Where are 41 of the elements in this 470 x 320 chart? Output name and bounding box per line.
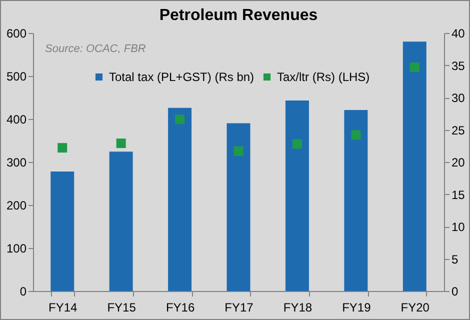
point — [410, 62, 420, 72]
y2-tick-label: 30 — [452, 91, 466, 105]
bar — [344, 110, 368, 291]
bar — [226, 123, 250, 291]
y-tick-label: 600 — [6, 26, 27, 40]
point — [175, 114, 185, 124]
bar — [50, 171, 74, 291]
bar — [285, 100, 309, 291]
y2-tick-label: 10 — [452, 220, 466, 234]
y-tick-label: 300 — [6, 156, 27, 170]
y2-tick-label: 0 — [452, 284, 458, 298]
bar — [109, 152, 133, 291]
y-tick-label: 0 — [20, 284, 27, 298]
x-tick-label: FY15 — [107, 300, 136, 314]
legend-label: Tax/ltr (Rs) (LHS) — [277, 70, 370, 84]
point — [351, 130, 361, 140]
chart-title: Petroleum Revenues — [159, 7, 318, 24]
x-tick-label: FY16 — [166, 300, 195, 314]
annotation: Source: OCAC, FBR — [45, 43, 146, 55]
y2-tick-label: 15 — [452, 188, 466, 202]
y2-tick-label: 35 — [452, 58, 466, 73]
y2-tick-label: 20 — [452, 156, 466, 170]
y-tick-label: 200 — [6, 198, 27, 212]
y2-tick-label: 5 — [452, 252, 458, 266]
bar — [402, 42, 426, 291]
y-tick-label: 400 — [6, 112, 27, 126]
point — [58, 143, 68, 153]
point — [234, 146, 244, 156]
x-tick-label: FY17 — [224, 300, 254, 314]
y-tick-label: 500 — [6, 70, 27, 84]
bar — [168, 108, 192, 291]
x-tick-label: FY18 — [283, 300, 312, 314]
x-tick-label: FY14 — [48, 300, 78, 314]
legend-label: Total tax (PL+GST) (Rs bn) — [109, 70, 254, 84]
x-tick-label: FY20 — [400, 300, 430, 314]
y2-tick-label: 25 — [452, 123, 466, 138]
x-tick-label: FY19 — [342, 300, 372, 314]
y2-tick-label: 40 — [452, 26, 466, 40]
y-tick-label: 100 — [6, 242, 27, 256]
point — [292, 139, 302, 149]
point — [116, 138, 126, 148]
